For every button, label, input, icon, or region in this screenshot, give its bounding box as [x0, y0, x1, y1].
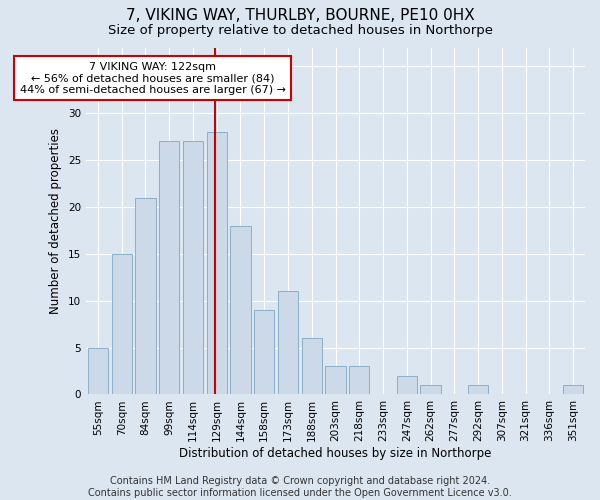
Bar [563, 385, 583, 394]
Bar [302, 338, 322, 394]
Bar [278, 292, 298, 395]
Bar [349, 366, 370, 394]
Text: 7 VIKING WAY: 122sqm
← 56% of detached houses are smaller (84)
44% of semi-detac: 7 VIKING WAY: 122sqm ← 56% of detached h… [20, 62, 286, 95]
Bar [230, 226, 251, 394]
X-axis label: Distribution of detached houses by size in Northorpe: Distribution of detached houses by size … [179, 447, 491, 460]
Bar [254, 310, 274, 394]
Bar [397, 376, 417, 394]
Text: 7, VIKING WAY, THURLBY, BOURNE, PE10 0HX: 7, VIKING WAY, THURLBY, BOURNE, PE10 0HX [125, 8, 475, 22]
Bar [112, 254, 132, 394]
Bar [206, 132, 227, 394]
Text: Size of property relative to detached houses in Northorpe: Size of property relative to detached ho… [107, 24, 493, 37]
Bar [159, 142, 179, 394]
Text: Contains HM Land Registry data © Crown copyright and database right 2024.
Contai: Contains HM Land Registry data © Crown c… [88, 476, 512, 498]
Bar [325, 366, 346, 394]
Bar [136, 198, 155, 394]
Bar [468, 385, 488, 394]
Y-axis label: Number of detached properties: Number of detached properties [49, 128, 62, 314]
Bar [183, 142, 203, 394]
Bar [88, 348, 108, 395]
Bar [421, 385, 440, 394]
